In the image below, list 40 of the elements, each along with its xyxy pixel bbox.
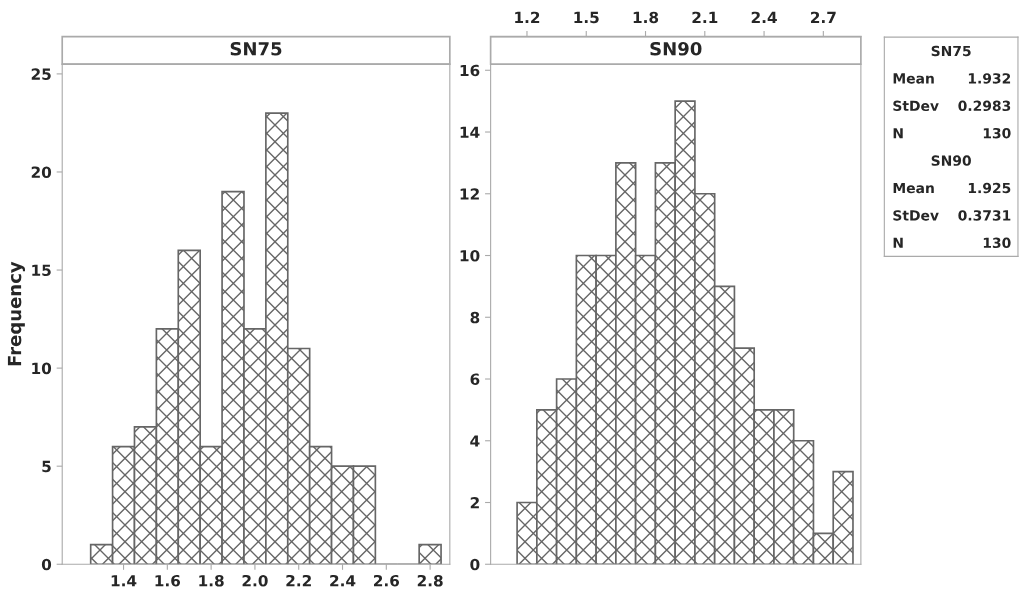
y-tick-label: 25 [31, 68, 51, 80]
y-tick-label: 10 [32, 362, 52, 375]
y-tick-label: 0 [41, 558, 52, 571]
y-tick-label: 15 [32, 264, 51, 277]
x-tick-label: 2.6 [373, 574, 400, 587]
x-tick-label: 1.8 [199, 574, 224, 587]
x-tick-label: 2.1 [692, 11, 718, 23]
x-tick-label: 2.8 [417, 574, 443, 587]
x-tick-label: 2.7 [811, 11, 836, 23]
text: SN90 [931, 155, 971, 166]
text: StDev 0.3731 [893, 210, 1011, 221]
chart-title: SN75 [230, 41, 282, 56]
y-axis-title: Frequency [7, 261, 25, 366]
text: N 130 [893, 237, 1011, 249]
y-tick-label: 8 [470, 311, 480, 324]
text: StDev 0.2983 [893, 100, 1011, 112]
y-tick-label: 12 [460, 188, 479, 200]
y-tick-label: 2 [470, 496, 479, 509]
text: SN75 [931, 45, 971, 57]
x-tick-label: 1.4 [111, 575, 137, 587]
y-tick-label: 5 [42, 460, 51, 473]
chart-title: SN90 [650, 41, 702, 56]
text: N 130 [893, 127, 1011, 139]
x-tick-label: 1.6 [155, 574, 181, 587]
y-tick-label: 16 [460, 64, 480, 77]
text: Mean 1.925 [893, 182, 1011, 194]
text: Mean 1.932 [893, 73, 1011, 84]
y-tick-label: 4 [470, 435, 480, 447]
x-tick-label: 2.2 [286, 574, 311, 587]
x-tick-label: 2.4 [330, 574, 356, 587]
y-tick-label: 10 [460, 249, 480, 262]
x-tick-label: 2.0 [242, 574, 268, 587]
y-tick-label: 20 [31, 166, 52, 178]
x-tick-label: 2.4 [751, 11, 777, 23]
x-tick-label: 1.2 [515, 11, 540, 23]
y-tick-label: 14 [460, 126, 480, 138]
y-tick-label: 0 [470, 558, 480, 571]
y-tick-label: 6 [470, 373, 480, 386]
x-tick-label: 1.8 [633, 11, 659, 24]
x-tick-label: 1.5 [574, 11, 599, 24]
